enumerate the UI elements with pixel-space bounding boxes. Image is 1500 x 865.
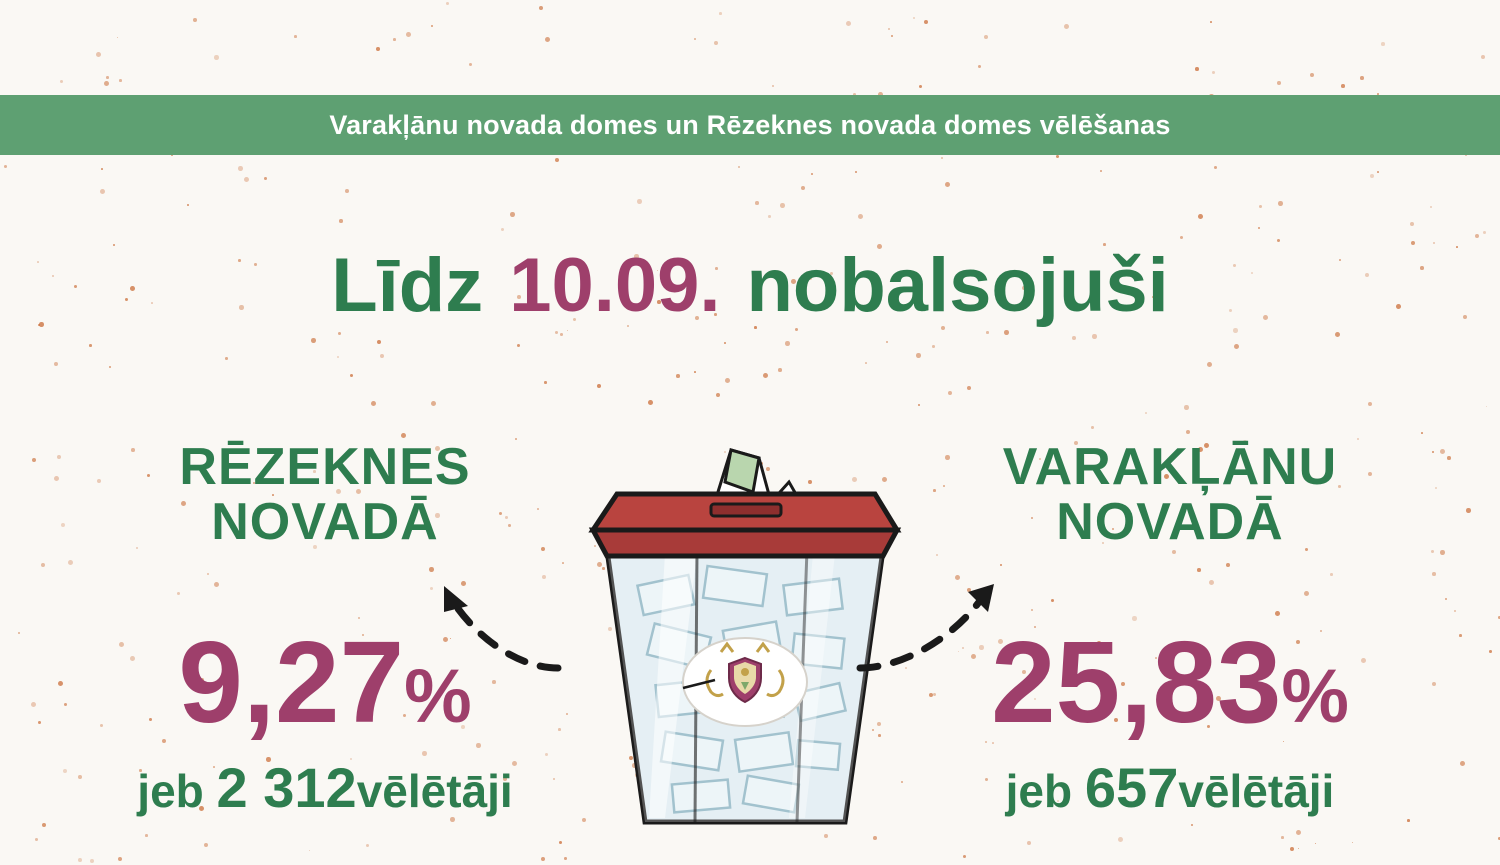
- voters-suffix: vēlētāji: [356, 765, 513, 818]
- percent-symbol: %: [404, 654, 472, 740]
- headline-date: 10.09.: [509, 243, 721, 328]
- region-title-line2: NOVADĀ: [211, 493, 439, 552]
- banner-title: Varakļānu novada domes un Rēzeknes novad…: [329, 109, 1171, 140]
- latvia-coat-of-arms-icon: [682, 637, 808, 727]
- headline-word-nobalsojusi: nobalsojuši: [746, 243, 1169, 328]
- ballot-box-lid: [588, 491, 902, 559]
- ballot-box-illustration: [545, 430, 945, 860]
- region-title-line2: NOVADĀ: [1056, 493, 1284, 552]
- region-title-varaklanu: VARAKĻĀNU NOVADĀ: [900, 438, 1440, 552]
- voters-prefix: jeb: [137, 765, 204, 818]
- region-block-varaklanu: VARAKĻĀNU NOVADĀ 25,83% jeb 657vēlētāji: [900, 438, 1440, 816]
- voters-suffix: vēlētāji: [1178, 765, 1335, 818]
- headline: Līdz 10.09. nobalsojuši: [0, 248, 1500, 324]
- voters-count: 2 312: [216, 756, 357, 820]
- region-title-rezeknes: RĒZEKNES NOVADĀ: [60, 438, 590, 552]
- percent-symbol: %: [1281, 654, 1349, 740]
- region-block-rezeknes: RĒZEKNES NOVADĀ 9,27% jeb 2 312vēlētāji: [60, 438, 590, 816]
- region-title-line1: VARAKĻĀNU: [1002, 438, 1338, 496]
- header-banner: Varakļānu novada domes un Rēzeknes novad…: [0, 95, 1500, 155]
- region-percent-varaklanu: 25,83%: [900, 624, 1440, 740]
- region-percent-rezeknes: 9,27%: [60, 624, 590, 740]
- headline-word-lidz: Līdz: [331, 243, 484, 328]
- region-voters-varaklanu: jeb 657vēlētāji: [900, 760, 1440, 816]
- voters-count: 657: [1084, 756, 1179, 820]
- percent-value: 25,83: [991, 617, 1282, 748]
- region-title-line1: RĒZEKNES: [179, 438, 471, 496]
- region-voters-rezeknes: jeb 2 312vēlētāji: [60, 760, 590, 816]
- voters-prefix: jeb: [1005, 765, 1073, 818]
- percent-value: 9,27: [178, 617, 405, 748]
